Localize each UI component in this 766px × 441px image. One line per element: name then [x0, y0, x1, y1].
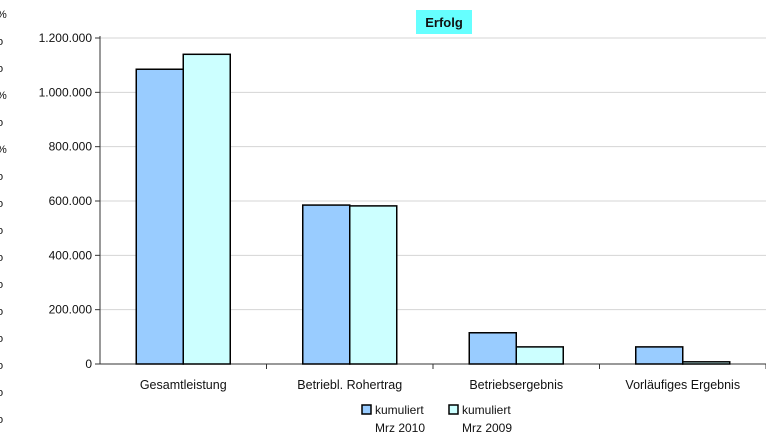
title-background	[416, 10, 472, 34]
x-category-label-1: Betriebl. Rohertrag	[297, 378, 402, 392]
edge-glyph-15: o	[0, 414, 3, 426]
edge-glyph-10: o	[0, 279, 3, 291]
bar-1-0	[182, 53, 231, 365]
edge-glyph-12: o	[0, 333, 3, 345]
y-tick-label-4: 800.000	[49, 140, 93, 154]
bar-0-3	[635, 346, 684, 365]
bar-0-2	[468, 332, 517, 365]
x-category-labels: Gesamtleistung Betriebl. Rohertrag Betrieb…	[140, 378, 740, 392]
edge-glyph-0: %	[0, 9, 7, 21]
legend-label-0-line-1: Mrz 2010	[375, 421, 425, 435]
edge-glyph-6: o	[0, 171, 3, 183]
bar-1-3	[682, 361, 731, 365]
y-tick-label-0: 0	[85, 357, 92, 371]
edge-glyph-3: %	[0, 90, 7, 102]
edge-glyph-11: o	[0, 306, 3, 318]
cropped-left-edge: % o o% o% o o o o o o o o o o	[0, 9, 7, 426]
legend-swatch-1	[448, 404, 459, 415]
legend-label-0-line-0: kumuliert	[375, 403, 424, 417]
chart-title: Erfolg	[416, 10, 472, 34]
x-category-label-3: Vorläufiges Ergebnis	[625, 378, 740, 392]
y-tick-label-2: 400.000	[49, 248, 93, 262]
x-category-label-0: Gesamtleistung	[140, 378, 227, 392]
legend: kumuliert Mrz 2010 kumuliert Mrz 2009	[361, 403, 512, 435]
x-category-label-2: Betriebsergebnis	[469, 378, 563, 392]
edge-glyph-5: %	[0, 144, 7, 156]
title-text: Erfolg	[425, 15, 463, 30]
legend-label-1-line-1: Mrz 2009	[462, 421, 512, 435]
legend-swatch-0	[361, 404, 372, 415]
edge-glyph-8: o	[0, 225, 3, 237]
y-tick-label-6: 1.200.000	[39, 31, 93, 45]
bar-1-1	[349, 205, 398, 365]
edge-glyph-9: o	[0, 252, 3, 264]
edge-glyph-2: o	[0, 63, 3, 75]
bar-1-2	[515, 346, 564, 365]
edge-glyph-13: o	[0, 360, 3, 372]
y-tick-label-5: 1.000.000	[39, 85, 93, 99]
bars	[135, 53, 731, 365]
bar-0-1	[302, 204, 351, 365]
y-tick-label-3: 600.000	[49, 194, 93, 208]
edge-glyph-4: o	[0, 117, 3, 129]
y-tick-label-1: 200.000	[49, 303, 93, 317]
edge-glyph-14: o	[0, 387, 3, 399]
edge-glyph-7: o	[0, 198, 3, 210]
bar-0-0	[135, 68, 184, 365]
legend-label-1-line-0: kumuliert	[462, 403, 511, 417]
y-tick-labels: 0 200.000 400.000 600.000 800.000 1.000.000 1.…	[39, 31, 93, 371]
edge-glyph-1: o	[0, 36, 3, 48]
